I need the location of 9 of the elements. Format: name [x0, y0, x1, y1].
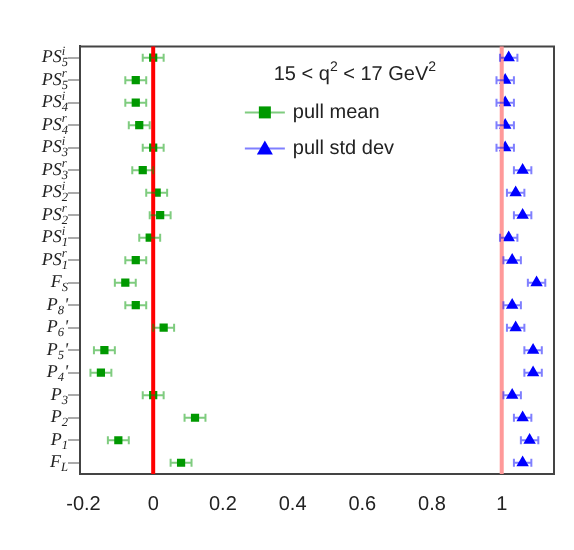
x-tick-label: 0.6 [348, 493, 378, 516]
legend-label: pull std dev [292, 137, 395, 160]
x-tick-label: 0.2 [208, 493, 238, 516]
legend-label: pull mean [292, 101, 380, 124]
x-tick-label: 0 [147, 493, 160, 516]
x-tick-label: 0.4 [278, 493, 308, 516]
x-tick-label: 0.8 [418, 493, 447, 516]
x-tick-label: 1 [496, 493, 509, 516]
x-tick-label: -0.2 [66, 493, 102, 516]
